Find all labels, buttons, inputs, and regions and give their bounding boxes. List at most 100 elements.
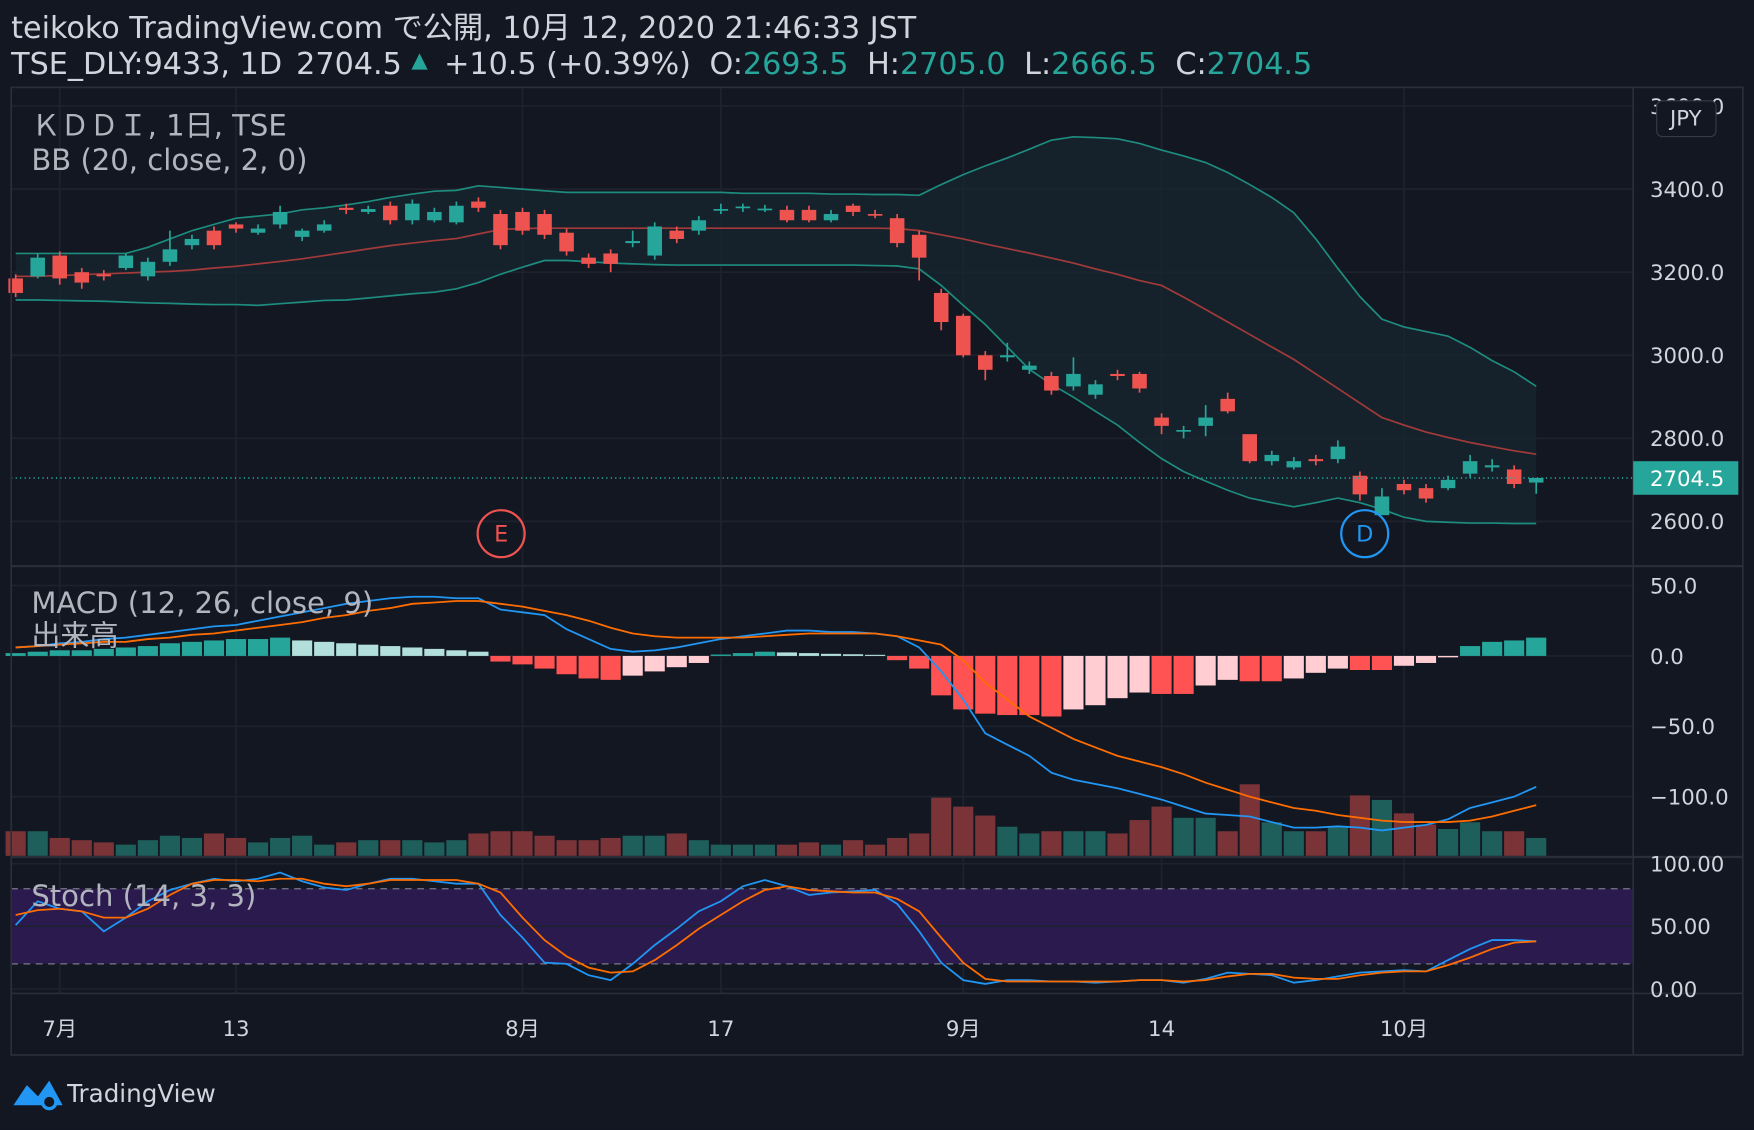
candle-body bbox=[316, 224, 332, 231]
header-line1: teikoko TradingView.com で公開, 10月 12, 202… bbox=[11, 11, 917, 46]
candle-body bbox=[272, 211, 288, 225]
volume-bar bbox=[710, 844, 731, 856]
y-tick-label: 0.00 bbox=[1650, 978, 1697, 1003]
close-value: 2704.5 bbox=[1207, 47, 1313, 82]
candle-body bbox=[30, 257, 45, 277]
candle-body bbox=[1484, 465, 1500, 468]
candle-body bbox=[1440, 479, 1456, 489]
candle-body bbox=[162, 249, 178, 262]
earnings-label: E bbox=[494, 522, 508, 548]
histogram-bar bbox=[953, 655, 974, 710]
x-tick-label: 13 bbox=[223, 1017, 250, 1042]
candle-body bbox=[1110, 373, 1125, 377]
candle-body bbox=[845, 205, 861, 212]
candle-body bbox=[757, 208, 773, 211]
volume-bar bbox=[446, 840, 467, 856]
candle-body bbox=[1418, 488, 1434, 499]
histogram-bar bbox=[137, 646, 158, 656]
earnings-marker[interactable] bbox=[476, 509, 526, 559]
candle-body bbox=[955, 315, 971, 356]
volume-bar bbox=[1415, 824, 1437, 856]
volume-bar bbox=[159, 835, 180, 856]
currency-badge[interactable] bbox=[1656, 100, 1717, 138]
histogram-bar bbox=[49, 650, 70, 656]
histogram-bar bbox=[754, 651, 775, 656]
histogram-bar bbox=[534, 655, 555, 669]
candle-body bbox=[1352, 475, 1368, 495]
volume-bar bbox=[314, 844, 335, 856]
volume-bar bbox=[666, 833, 687, 856]
histogram-bar bbox=[600, 655, 621, 680]
volume-bar bbox=[181, 837, 203, 856]
y-tick-label: 50.0 bbox=[1650, 574, 1697, 599]
histogram-bar bbox=[622, 655, 643, 676]
histogram-bar bbox=[336, 643, 357, 656]
last-price: 2704.5 bbox=[296, 47, 402, 82]
y-tick-label: 3400.0 bbox=[1650, 178, 1724, 203]
candle-body bbox=[933, 292, 949, 323]
change: +10.5 (+0.39%) bbox=[444, 47, 691, 82]
volume-bar bbox=[1283, 831, 1304, 856]
volume-bar bbox=[644, 835, 665, 856]
histogram-bar bbox=[1504, 640, 1525, 656]
volume-bar bbox=[600, 837, 621, 856]
header-line2: TSE_DLY:9433, 1D 2704.5 ▲ +10.5 (+0.39%)… bbox=[10, 40, 1312, 82]
volume-bar bbox=[622, 835, 643, 856]
volume-bar bbox=[688, 840, 709, 856]
volume-bar bbox=[1239, 784, 1260, 856]
histogram-bar bbox=[468, 651, 489, 656]
candle-body bbox=[52, 255, 68, 279]
logo-dot bbox=[40, 1093, 58, 1111]
volume-bar bbox=[1349, 795, 1370, 856]
line bbox=[15, 877, 1537, 983]
volume-bar bbox=[754, 844, 775, 856]
x-tick-label: 17 bbox=[707, 1017, 734, 1042]
volume-bar bbox=[776, 844, 798, 856]
candle-body bbox=[867, 214, 883, 216]
candle-body bbox=[603, 253, 618, 264]
candle-body bbox=[1154, 417, 1169, 426]
volume-bar bbox=[887, 837, 908, 856]
histogram-bar bbox=[247, 639, 269, 656]
volume-bar bbox=[490, 831, 511, 856]
candle-body bbox=[383, 205, 398, 221]
candle-body bbox=[405, 203, 420, 221]
candle-body bbox=[1396, 484, 1412, 491]
line bbox=[15, 259, 1537, 525]
volume-bar bbox=[1393, 813, 1415, 856]
volume-bar bbox=[336, 842, 357, 856]
histogram-bar bbox=[1063, 655, 1084, 710]
histogram-bar bbox=[1217, 655, 1238, 680]
volume-bar bbox=[1019, 833, 1040, 856]
candle-body bbox=[735, 206, 751, 209]
candle-body bbox=[1088, 384, 1103, 395]
macd-title: MACD (12, 26, close, 9) bbox=[31, 586, 373, 620]
volume-bar bbox=[1261, 822, 1282, 856]
volume-bar bbox=[732, 844, 753, 856]
histogram-bar bbox=[1239, 655, 1260, 682]
y-tick-label: 3000.0 bbox=[1650, 344, 1724, 369]
low-label: L: bbox=[1024, 47, 1051, 82]
volume-bar bbox=[468, 833, 489, 856]
histogram-bar bbox=[1526, 637, 1547, 656]
histogram-bar bbox=[5, 653, 26, 656]
histogram-bar bbox=[27, 651, 48, 656]
histogram-bar bbox=[512, 655, 533, 665]
volume-bar bbox=[1063, 831, 1084, 856]
volume-bar bbox=[424, 842, 445, 856]
volume-bar bbox=[49, 837, 70, 856]
histogram-bar bbox=[1393, 655, 1415, 666]
bb-fill bbox=[15, 136, 1537, 524]
histogram-bar bbox=[1460, 646, 1481, 656]
volume-bar bbox=[953, 806, 974, 856]
candle-body bbox=[978, 355, 993, 370]
candle-body bbox=[294, 230, 310, 237]
volume-bar bbox=[1217, 831, 1238, 856]
dividend-label: D bbox=[1356, 522, 1373, 548]
dividend-marker[interactable] bbox=[1340, 509, 1390, 559]
histogram-bar bbox=[798, 653, 820, 656]
plot-area bbox=[5, 87, 1634, 994]
histogram-bar bbox=[732, 653, 753, 656]
candle-body bbox=[184, 238, 200, 246]
